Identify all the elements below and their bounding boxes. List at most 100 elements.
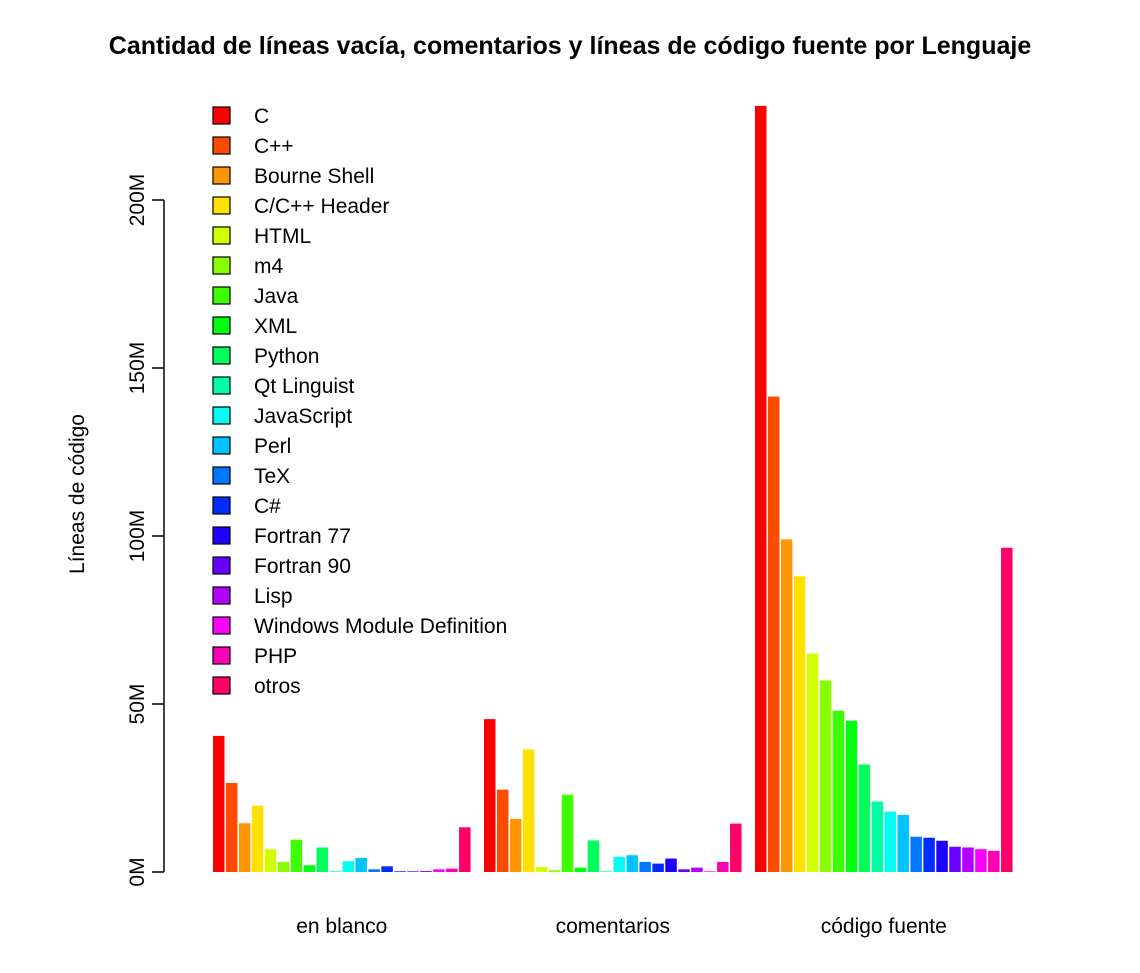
legend-swatch <box>212 616 231 635</box>
legend-label: PHP <box>254 645 297 668</box>
legend-swatch <box>212 166 231 185</box>
bar-código-fuente-Java <box>832 710 845 872</box>
bar-comentarios-Perl <box>626 855 638 872</box>
bar-comentarios-HTML <box>535 866 548 872</box>
legend-swatch <box>212 586 231 605</box>
y-axis: 0M 50M 100M 150M 200M <box>126 174 165 887</box>
legend-label: Java <box>254 285 299 308</box>
bar-comentarios-XML <box>574 867 587 872</box>
bar-código-fuente-Perl <box>897 814 909 872</box>
x-tick-label: en blanco <box>296 915 387 938</box>
legend-label: otros <box>254 675 301 698</box>
bar-en-blanco-C- <box>225 782 238 872</box>
bar-en-blanco-Perl <box>355 857 367 872</box>
legend-swatch <box>212 406 231 425</box>
legend-label: Lisp <box>254 585 293 608</box>
legend-label: Qt Linguist <box>254 375 355 398</box>
bar-en-blanco-C- <box>381 866 393 872</box>
legend-label: C/C++ Header <box>254 195 389 218</box>
bar-en-blanco-JavaScript <box>342 861 354 872</box>
bar-en-blanco-m4 <box>277 861 290 872</box>
legend-label: Bourne Shell <box>254 165 374 188</box>
legend-swatch <box>212 496 231 515</box>
y-tick-label: 50M <box>126 684 149 725</box>
legend-swatch <box>212 376 231 395</box>
bar-comentarios-m4 <box>548 870 561 872</box>
bar-comentarios-C- <box>496 789 509 872</box>
bar-en-blanco-Bourne-Shell <box>238 823 251 872</box>
bar-código-fuente-Fortran-90 <box>949 846 961 872</box>
bar-código-fuente-JavaScript <box>884 811 896 872</box>
legend-swatch <box>212 556 231 575</box>
legend-swatch <box>212 226 231 245</box>
legend-label: Perl <box>254 435 291 458</box>
bar-comentarios-Fortran-90 <box>678 869 690 872</box>
bar-en-blanco-Lisp <box>420 870 432 872</box>
legend-label: XML <box>254 315 297 338</box>
bar-código-fuente-HTML <box>806 653 819 872</box>
bar-en-blanco-otros <box>459 827 471 872</box>
y-tick-label: 200M <box>126 174 149 227</box>
bar-comentarios-JavaScript <box>613 856 625 872</box>
bar-comentarios-C- <box>652 863 664 872</box>
bar-código-fuente-C-C-Header <box>793 576 806 872</box>
y-tick-label: 0M <box>126 857 149 886</box>
bar-comentarios-Java <box>561 794 574 872</box>
bar-código-fuente-TeX <box>910 836 922 872</box>
y-tick-label: 100M <box>126 510 149 563</box>
bar-comentarios-otros <box>730 823 742 872</box>
legend-swatch <box>212 526 231 545</box>
legend-swatch <box>212 286 231 305</box>
legend-label: Fortran 90 <box>254 555 351 578</box>
legend-label: Fortran 77 <box>254 525 351 548</box>
legend-label: m4 <box>254 255 283 278</box>
bar-código-fuente-Bourne-Shell <box>780 539 793 872</box>
legend-label: C# <box>254 495 281 518</box>
bar-comentarios-Qt-Linguist <box>600 871 613 872</box>
x-tick-label: código fuente <box>821 915 947 938</box>
bar-comentarios-C-C-Header <box>522 749 535 872</box>
bars <box>213 105 1013 873</box>
bar-en-blanco-Python <box>316 847 329 872</box>
bar-código-fuente-XML <box>845 720 858 872</box>
bar-comentarios-Fortran-77 <box>665 858 677 872</box>
legend-label: Windows Module Definition <box>254 615 507 638</box>
bar-en-blanco-Fortran-90 <box>407 871 419 872</box>
bar-en-blanco-XML <box>303 865 316 872</box>
bar-en-blanco-HTML <box>264 849 277 872</box>
bar-en-blanco-PHP <box>446 868 458 872</box>
bar-comentarios-TeX <box>639 861 651 872</box>
bar-en-blanco-C <box>213 735 225 872</box>
x-tick-label: comentarios <box>556 915 670 938</box>
bar-en-blanco-Fortran-77 <box>394 871 406 872</box>
legend-label: C++ <box>254 135 294 158</box>
bar-código-fuente-C <box>755 105 767 873</box>
bar-comentarios-C <box>484 719 496 872</box>
legend-swatch <box>212 106 231 125</box>
x-tick-labels: en blanco comentarios código fuente <box>296 915 947 938</box>
legend: C C++ Bourne Shell C/C++ Header HTML m4 Java XM… <box>212 105 507 698</box>
bar-en-blanco-Qt-Linguist <box>329 871 342 872</box>
legend-label: Python <box>254 345 319 368</box>
y-tick-label: 150M <box>126 342 149 395</box>
legend-label: HTML <box>254 225 311 248</box>
legend-swatch <box>212 346 231 365</box>
bar-comentarios-Python <box>587 840 600 872</box>
bar-comentarios-Windows-Module-Definition <box>704 871 716 872</box>
legend-label: C <box>254 105 269 128</box>
bar-código-fuente-Windows-Module-Definition <box>975 849 987 872</box>
bar-código-fuente-C- <box>923 837 935 872</box>
legend-swatch <box>212 646 231 665</box>
legend-swatch <box>212 196 231 215</box>
bar-en-blanco-C-C-Header <box>251 805 264 872</box>
legend-swatch <box>212 316 231 335</box>
legend-label: JavaScript <box>254 405 352 428</box>
legend-swatch <box>212 136 231 155</box>
bar-código-fuente-m4 <box>819 680 832 872</box>
y-axis-label: Líneas de código <box>66 414 89 574</box>
legend-swatch <box>212 256 231 275</box>
legend-swatch <box>212 676 231 695</box>
bar-en-blanco-Java <box>290 839 303 872</box>
bar-código-fuente-C- <box>767 396 780 872</box>
